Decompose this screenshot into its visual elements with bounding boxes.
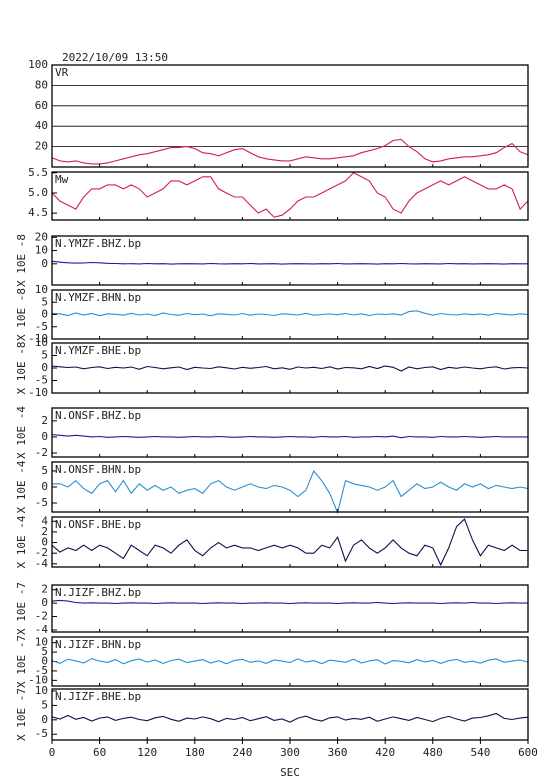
x-tick-label: 120 <box>137 746 157 759</box>
panel-frame <box>51 171 529 221</box>
y-tick-label: 10 <box>35 684 48 697</box>
y-axis-label: X 10E -4 <box>15 460 28 513</box>
x-axis-label: SEC <box>280 766 300 779</box>
y-axis-label: X 10E -7 <box>15 688 28 741</box>
y-axis-label: X 10E -4 <box>15 515 28 568</box>
x-tick-label: 240 <box>232 746 252 759</box>
trace <box>51 310 529 317</box>
y-tick-label: 10 <box>35 636 48 649</box>
x-tick-label: 360 <box>328 746 348 759</box>
y-tick-label: -5 <box>35 320 48 333</box>
x-tick-label: 0 <box>49 746 56 759</box>
y-tick-label: 4.5 <box>28 206 48 219</box>
trace <box>51 172 529 218</box>
panel-label: N.ONSF.BHE.bp <box>55 518 141 531</box>
panel-label: N.JIZF.BHN.bp <box>55 638 141 651</box>
y-tick-label: 0 <box>41 308 48 321</box>
y-tick-label: 0 <box>41 655 48 668</box>
y-tick-label: 40 <box>35 119 48 132</box>
y-tick-label: -10 <box>28 386 48 399</box>
x-tick-label: 540 <box>470 746 490 759</box>
y-tick-label: 5 <box>41 645 48 658</box>
x-tick-label: 420 <box>375 746 395 759</box>
panel-label: N.ONSF.BHN.bp <box>55 463 141 476</box>
x-tick-label: 180 <box>185 746 205 759</box>
y-axis-label: X 10E -4 <box>15 406 28 459</box>
trace <box>51 260 528 265</box>
panel-label: N.YMZF.BHE.bp <box>55 344 141 357</box>
y-tick-label: -2 <box>35 546 48 559</box>
y-tick-label: 0 <box>41 596 48 609</box>
y-tick-label: 5 <box>41 464 48 477</box>
y-tick-label: 2 <box>41 583 48 596</box>
y-tick-label: 5.5 <box>28 166 48 179</box>
y-tick-label: -5 <box>35 664 48 677</box>
chart-title: 2022/10/09 13:50 <box>62 51 168 64</box>
y-tick-label: 0 <box>41 361 48 374</box>
trace <box>51 599 528 605</box>
y-tick-label: 0 <box>41 430 48 443</box>
y-axis-label: X 10E -8 <box>15 288 28 341</box>
y-tick-label: -4 <box>35 557 49 570</box>
y-tick-label: -5 <box>35 374 48 387</box>
panel-label: N.YMZF.BHN.bp <box>55 291 141 304</box>
x-tick-label: 480 <box>423 746 443 759</box>
y-tick-label: 100 <box>28 58 48 71</box>
y-tick-label: 5 <box>41 295 48 308</box>
y-axis-label: X 10E -8 <box>15 234 28 287</box>
y-axis-label: X 10E -7 <box>15 635 28 688</box>
x-tick-label: 600 <box>518 746 538 759</box>
y-tick-label: -10 <box>28 332 48 345</box>
x-tick-label: 300 <box>280 746 300 759</box>
panel-frame <box>51 64 529 168</box>
y-tick-label: -5 <box>35 727 48 740</box>
y-axis-label: X 10E -8 <box>15 342 28 395</box>
y-axis-label: X 10E -7 <box>15 582 28 635</box>
trace <box>51 365 529 372</box>
y-tick-label: 10 <box>35 283 48 296</box>
panel-label: N.JIZF.BHE.bp <box>55 690 141 703</box>
y-tick-label: -5 <box>35 496 48 509</box>
panel-label: VR <box>55 66 69 79</box>
panel-label: N.YMZF.BHZ.bp <box>55 237 141 250</box>
y-tick-label: 10 <box>35 336 48 349</box>
trace <box>51 138 529 165</box>
y-tick-label: 4 <box>41 514 48 527</box>
y-tick-label: 5 <box>41 349 48 362</box>
y-tick-label: 0 <box>41 480 48 493</box>
y-tick-label: 5 <box>41 698 48 711</box>
y-tick-label: 20 <box>35 140 48 153</box>
y-tick-label: 5.0 <box>28 186 48 199</box>
trace <box>51 658 529 665</box>
trace <box>51 712 529 723</box>
y-tick-label: 10 <box>35 244 48 257</box>
y-tick-label: 2 <box>41 525 48 538</box>
panel-label: Mw <box>55 173 69 186</box>
y-tick-label: -4 <box>35 623 49 636</box>
x-tick-label: 60 <box>93 746 106 759</box>
y-tick-label: 0 <box>41 536 48 549</box>
y-tick-label: 2 <box>41 414 48 427</box>
y-tick-label: 0 <box>41 257 48 270</box>
panel-label: N.JIZF.BHZ.bp <box>55 586 141 599</box>
y-tick-label: -2 <box>35 446 48 459</box>
y-tick-label: 0 <box>41 713 48 726</box>
y-tick-label: -10 <box>28 673 48 686</box>
y-tick-label: 60 <box>35 99 48 112</box>
trace <box>51 433 528 439</box>
trace <box>52 469 529 515</box>
trace <box>51 518 528 567</box>
y-tick-label: 20 <box>35 230 48 243</box>
y-tick-label: 80 <box>35 78 48 91</box>
y-tick-label: -2 <box>35 610 48 623</box>
panel-label: N.ONSF.BHZ.bp <box>55 409 141 422</box>
